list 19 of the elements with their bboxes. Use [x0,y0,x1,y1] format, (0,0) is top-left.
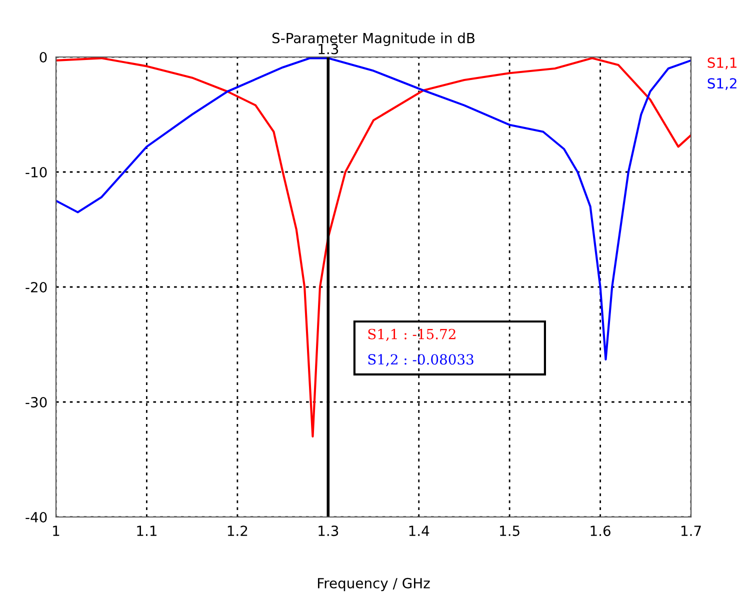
ref-line-label: 1.3 [318,44,338,54]
x-tick-label: 1.3 [318,526,338,536]
y-tick-label: -10 [26,166,47,178]
annotation: S1,2 : -0.08033 [368,354,474,366]
y-tick-label: -40 [26,512,47,522]
series-label: S1,2 [708,78,736,90]
x-tick-label: 1.4 [409,526,430,536]
x-axis-title: Frequency / GHz [318,578,430,592]
x-tick-label: 1.2 [228,526,248,536]
x-tick-label: 1.1 [137,526,156,536]
y-tick-label: -20 [26,282,47,292]
y-tick-label: -30 [26,396,47,408]
x-tick-label: 1.7 [681,526,701,536]
annotation: S1,1 : -15.72 [368,328,456,342]
x-tick-label: 1.6 [590,526,610,536]
text: S1,1 [708,57,736,70]
y-tick-label: 0 [40,52,47,62]
x-tick-label: 1.5 [500,526,520,536]
x-tick-label: 1 [53,526,60,536]
